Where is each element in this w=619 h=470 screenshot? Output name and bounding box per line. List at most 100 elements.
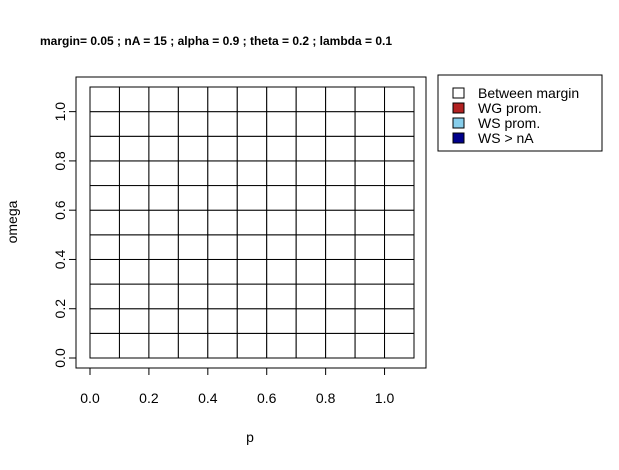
x-tick-label: 1.0: [375, 390, 395, 406]
heatmap-cell: [118, 332, 150, 359]
heatmap-cell: [177, 111, 209, 137]
heatmap-cell: [118, 308, 150, 334]
heatmap-cell: [177, 209, 209, 236]
heatmap-cell: [354, 209, 386, 236]
heatmap-cell: [384, 308, 415, 334]
heatmap-cell: [148, 160, 179, 187]
heatmap-cell: [236, 111, 268, 137]
heatmap-cell: [236, 308, 268, 334]
heatmap-cell: [266, 135, 297, 162]
heatmap-cell: [236, 209, 268, 236]
legend-swatch: [452, 132, 465, 144]
heatmap-cell: [177, 283, 209, 310]
heatmap-cell: [266, 160, 297, 187]
heatmap-cell: [266, 86, 297, 113]
heatmap-cell: [118, 283, 150, 310]
heatmap-cell: [266, 308, 297, 334]
heatmap-cell: [384, 283, 415, 310]
heatmap-cell: [207, 258, 238, 285]
heatmap-cell: [89, 234, 120, 260]
heatmap-cell: [207, 135, 238, 162]
heatmap-cell: [177, 234, 209, 260]
heatmap-cell: [384, 209, 415, 236]
heatmap-cell: [354, 332, 386, 359]
heatmap-cell: [207, 86, 238, 113]
x-tick-label: 0.2: [139, 390, 159, 406]
heatmap-cell: [354, 160, 386, 187]
heatmap-cell: [325, 111, 356, 137]
heatmap-cell: [384, 111, 415, 137]
heatmap-cell: [295, 234, 327, 260]
heatmap-cell: [384, 135, 415, 162]
heatmap-cell: [295, 308, 327, 334]
y-tick-label: 0.6: [52, 200, 68, 220]
heatmap-cell: [89, 258, 120, 285]
heatmap-cell: [384, 258, 415, 285]
legend-label: WG prom.: [478, 100, 542, 116]
x-tick-label: 0.4: [198, 390, 218, 406]
heatmap-cell: [148, 135, 179, 162]
legend-label: WS > nA: [478, 130, 534, 146]
heatmap-cell: [118, 209, 150, 236]
heatmap-cell: [118, 258, 150, 285]
heatmap-cell: [89, 308, 120, 334]
heatmap-cell: [118, 135, 150, 162]
heatmap-cell: [325, 86, 356, 113]
heatmap-cell: [148, 234, 179, 260]
heatmap-cell: [207, 209, 238, 236]
heatmap-cell: [89, 185, 120, 211]
heatmap-cell: [354, 283, 386, 310]
legend-label: WS prom.: [478, 115, 540, 131]
y-axis-label: omega: [4, 200, 20, 243]
y-tick-label: 0.4: [52, 250, 68, 270]
heatmap-cell: [207, 308, 238, 334]
heatmap-cell: [177, 258, 209, 285]
heatmap-cell: [89, 86, 120, 113]
heatmap-cell: [266, 234, 297, 260]
heatmap-cell: [207, 332, 238, 359]
heatmap-cell: [384, 160, 415, 187]
heatmap-cell: [207, 234, 238, 260]
heatmap-cells: [89, 86, 415, 359]
heatmap-cell: [325, 332, 356, 359]
y-tick-label: 0.2: [52, 299, 68, 319]
heatmap-cell: [325, 160, 356, 187]
heatmap-cell: [207, 283, 238, 310]
heatmap-cell: [207, 185, 238, 211]
x-axis-label: p: [246, 429, 254, 445]
heatmap-cell: [207, 160, 238, 187]
x-tick-label: 0.0: [80, 390, 100, 406]
heatmap-cell: [325, 135, 356, 162]
heatmap-cell: [118, 111, 150, 137]
heatmap-cell: [236, 234, 268, 260]
y-tick-label: 1.0: [52, 102, 68, 122]
heatmap-cell: [295, 135, 327, 162]
heatmap-cell: [266, 111, 297, 137]
legend-swatch: [452, 102, 465, 114]
heatmap-cell: [266, 258, 297, 285]
heatmap-cell: [177, 86, 209, 113]
heatmap-cell: [325, 185, 356, 211]
heatmap-cell: [89, 283, 120, 310]
heatmap-cell: [325, 234, 356, 260]
heatmap-cell: [295, 209, 327, 236]
heatmap-cell: [177, 135, 209, 162]
heatmap-cell: [325, 209, 356, 236]
heatmap-cell: [118, 234, 150, 260]
heatmap-cell: [207, 111, 238, 137]
heatmap-cell: [148, 86, 179, 113]
heatmap-cell: [236, 86, 268, 113]
heatmap-cell: [177, 332, 209, 359]
legend-box: [437, 74, 603, 152]
heatmap-cell: [148, 111, 179, 137]
heatmap-cell: [354, 86, 386, 113]
x-tick-label: 0.6: [257, 390, 277, 406]
heatmap-cell: [384, 185, 415, 211]
heatmap-cell: [266, 185, 297, 211]
legend-swatch: [452, 117, 465, 129]
heatmap-cell: [266, 209, 297, 236]
heatmap-cell: [236, 185, 268, 211]
heatmap-cell: [89, 332, 120, 359]
